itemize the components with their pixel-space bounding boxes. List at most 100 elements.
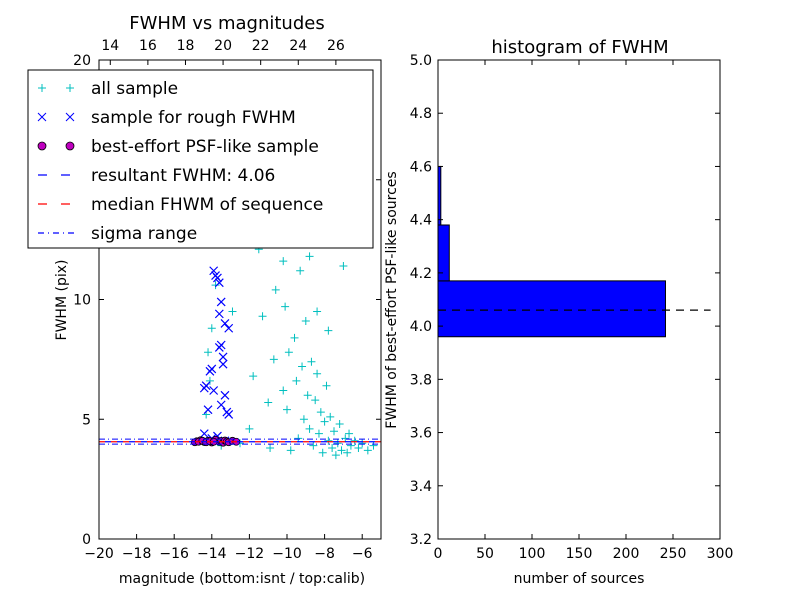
histogram-y-tick-label: 3.4 bbox=[410, 479, 432, 495]
rough-fwhm-point bbox=[211, 271, 220, 280]
histogram-x-tick-label: 50 bbox=[476, 546, 494, 562]
all-sample-point bbox=[339, 261, 348, 270]
histogram-x-tick-label: 250 bbox=[660, 546, 687, 562]
histogram-panel: histogram of FWHM 0 50 100 150 200 250 300 3.2… bbox=[384, 37, 733, 587]
scatter-y-tick-label: 5 bbox=[82, 412, 91, 428]
all-sample-point bbox=[354, 443, 363, 452]
scatter-x-tick-label: −18 bbox=[122, 546, 152, 562]
all-sample-point bbox=[228, 307, 237, 316]
histogram-x-tick-label: 0 bbox=[434, 546, 443, 562]
all-sample-point bbox=[296, 266, 305, 275]
rough-fwhm-point bbox=[209, 266, 219, 276]
histogram-y-tick-label: 4.4 bbox=[410, 213, 432, 229]
legend-frame bbox=[27, 69, 374, 249]
histogram-bars bbox=[437, 165, 666, 338]
legend-label: best-effort PSF-like sample bbox=[91, 137, 319, 157]
legend-circle-marker bbox=[37, 141, 47, 151]
scatter-panel: FWHM vs magnitudes −20 −18 −16 −14 −12 −10 −8−… bbox=[27, 13, 382, 587]
scatter-top-tick-label: 14 bbox=[101, 38, 119, 54]
rough-fwhm-point bbox=[214, 278, 224, 288]
rough-fwhm-point bbox=[224, 323, 234, 333]
all-sample-point bbox=[286, 446, 295, 455]
scatter-x-tick-label: −16 bbox=[159, 546, 189, 562]
histogram-y-tick-label: 3.2 bbox=[410, 532, 432, 548]
all-sample-point bbox=[299, 415, 308, 424]
all-sample-point bbox=[279, 257, 288, 266]
rough-fwhm-point bbox=[218, 359, 228, 369]
scatter-title: FWHM vs magnitudes bbox=[129, 13, 324, 34]
legend-label: sigma range bbox=[91, 224, 197, 244]
all-sample-point bbox=[292, 376, 301, 385]
legend-cross-marker bbox=[37, 112, 47, 122]
all-sample-point bbox=[316, 408, 325, 417]
all-sample-point bbox=[204, 348, 213, 357]
scatter-x-label: magnitude (bottom:isnt / top:calib) bbox=[119, 571, 365, 587]
rough-fwhm-point bbox=[203, 405, 213, 415]
all-sample-point bbox=[245, 424, 254, 433]
rough-fwhm-point bbox=[216, 297, 226, 307]
histogram-y-tick-label: 4.2 bbox=[410, 266, 432, 282]
rough-fwhm-point bbox=[218, 352, 228, 362]
all-sample-point bbox=[305, 424, 314, 433]
rough-fwhm-point bbox=[199, 383, 209, 393]
histogram-y-axis: 3.2 3.4 3.6 3.8 4.0 4.2 4.4 4.6 4.8 5.0 bbox=[410, 53, 720, 548]
all-sample-point bbox=[326, 412, 335, 421]
all-sample-point bbox=[269, 355, 278, 364]
all-sample-point bbox=[358, 439, 367, 448]
all-sample-point bbox=[346, 441, 355, 450]
histogram-title: histogram of FWHM bbox=[491, 37, 668, 58]
all-sample-point bbox=[341, 434, 350, 443]
scatter-top-tick-label: 20 bbox=[214, 38, 232, 54]
scatter-y-label: FWHM (pix) bbox=[54, 260, 70, 341]
all-sample-point bbox=[314, 429, 323, 438]
legend-entry: median FHWM of sequence bbox=[38, 195, 323, 215]
all-sample-point bbox=[345, 429, 354, 438]
histogram-x-axis: 0 50 100 150 200 250 300 bbox=[434, 60, 733, 562]
scatter-x-tick-label: −12 bbox=[235, 546, 265, 562]
scatter-top-tick-label: 26 bbox=[327, 38, 345, 54]
legend-label: sample for rough FWHM bbox=[91, 108, 296, 128]
rough-fwhm-point bbox=[224, 410, 234, 419]
all-sample-point bbox=[301, 317, 310, 326]
histogram-y-label: FWHM of best-effort PSF-like sources bbox=[384, 171, 400, 428]
all-sample-point bbox=[311, 396, 320, 405]
all-sample-point bbox=[284, 348, 293, 357]
legend-entry: all sample bbox=[38, 79, 178, 99]
legend-label: all sample bbox=[91, 79, 178, 99]
all-sample-point bbox=[290, 333, 299, 342]
all-sample-point bbox=[271, 285, 280, 294]
all-sample-point bbox=[335, 420, 344, 429]
histogram-x-tick-label: 150 bbox=[566, 546, 593, 562]
rough-fwhm-point bbox=[214, 342, 224, 352]
all-sample-point bbox=[281, 302, 290, 311]
legend-label: median FHWM of sequence bbox=[91, 195, 323, 215]
scatter-x-tick-label: −14 bbox=[197, 546, 227, 562]
scatter-y-tick-label: 0 bbox=[82, 532, 91, 548]
histogram-y-tick-label: 4.6 bbox=[410, 159, 432, 175]
all-sample-point bbox=[318, 448, 327, 457]
all-sample-point bbox=[205, 376, 214, 385]
all-sample-point bbox=[369, 441, 378, 450]
legend-entry: sample for rough FWHM bbox=[37, 108, 296, 128]
all-sample-point bbox=[303, 391, 312, 400]
all-sample-point bbox=[320, 417, 329, 426]
all-sample-point bbox=[328, 443, 337, 452]
all-sample-point bbox=[258, 312, 267, 321]
histogram-x-tick-label: 200 bbox=[613, 546, 640, 562]
all-sample-point bbox=[266, 443, 275, 452]
rough-fwhm-point bbox=[209, 386, 219, 395]
rough-fwhm-point bbox=[220, 319, 230, 328]
all-sample-point bbox=[363, 446, 372, 455]
scatter-y-tick-label: 20 bbox=[73, 53, 91, 69]
legend-plus-marker bbox=[38, 84, 46, 92]
legend-circle-marker bbox=[65, 141, 75, 151]
legend-cross-marker bbox=[65, 112, 75, 122]
all-sample-point bbox=[249, 372, 258, 381]
all-sample-point bbox=[298, 362, 307, 371]
scatter-x-tick-label: −10 bbox=[272, 546, 302, 562]
all-sample-point bbox=[343, 448, 352, 457]
all-sample-point bbox=[279, 386, 288, 395]
legend-entry: best-effort PSF-like sample bbox=[37, 137, 319, 157]
histogram-bar bbox=[437, 280, 666, 338]
